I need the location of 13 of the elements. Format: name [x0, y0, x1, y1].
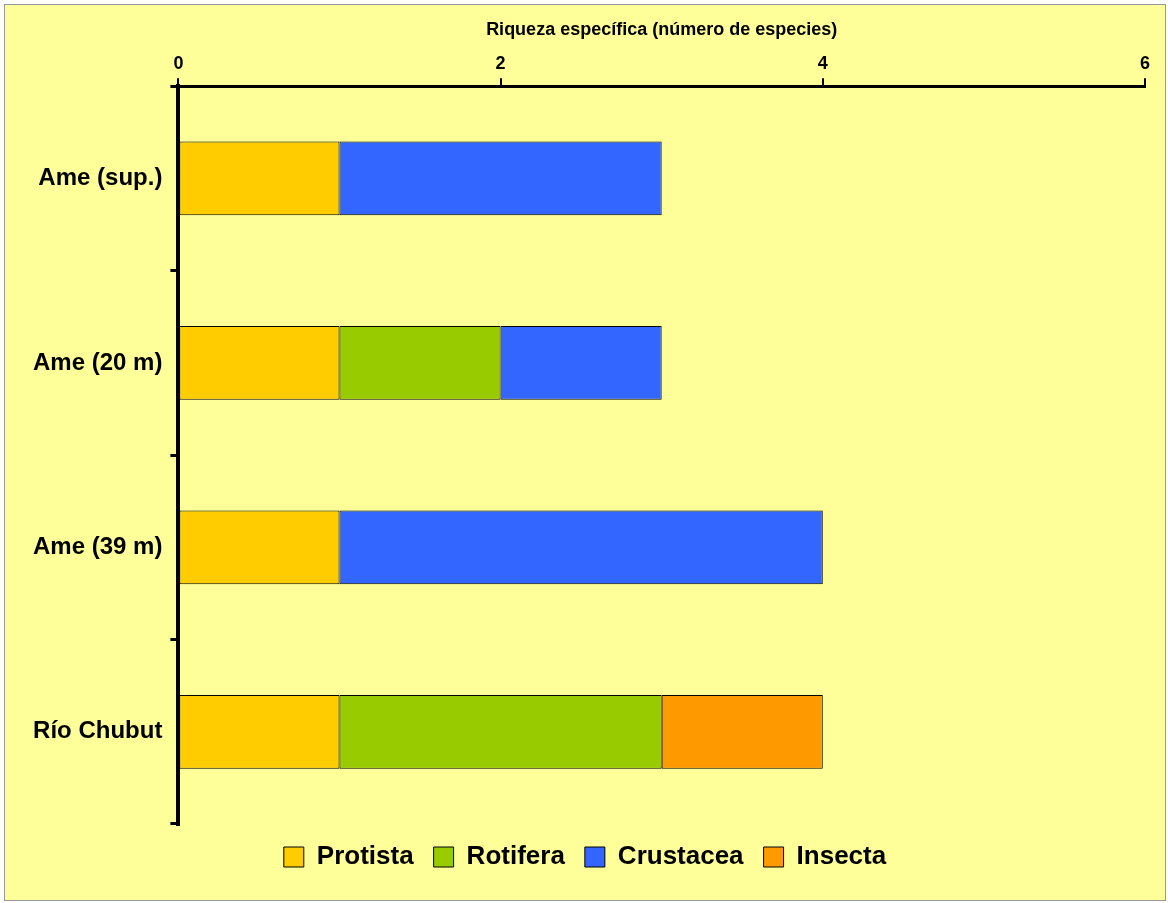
x-tick-label: 4: [817, 53, 828, 74]
y-tick-label: Ame (sup.): [38, 163, 163, 191]
legend-label: Protista: [316, 840, 415, 871]
y-tick-label: Ame (39 m): [33, 531, 163, 559]
x-tick-label: 2: [495, 53, 506, 74]
x-tick-label: 0: [173, 53, 184, 74]
legend-label: Insecta: [796, 840, 887, 871]
x-tick-label: 6: [1139, 53, 1151, 74]
x-axis-title: Riqueza específica (número de especies): [486, 18, 838, 39]
y-tick-label: Ame (20 m): [33, 347, 163, 375]
legend-label: Rotifera: [466, 840, 566, 871]
y-tick-label: Río Chubut: [33, 716, 163, 744]
legend-label: Crustacea: [617, 840, 745, 871]
